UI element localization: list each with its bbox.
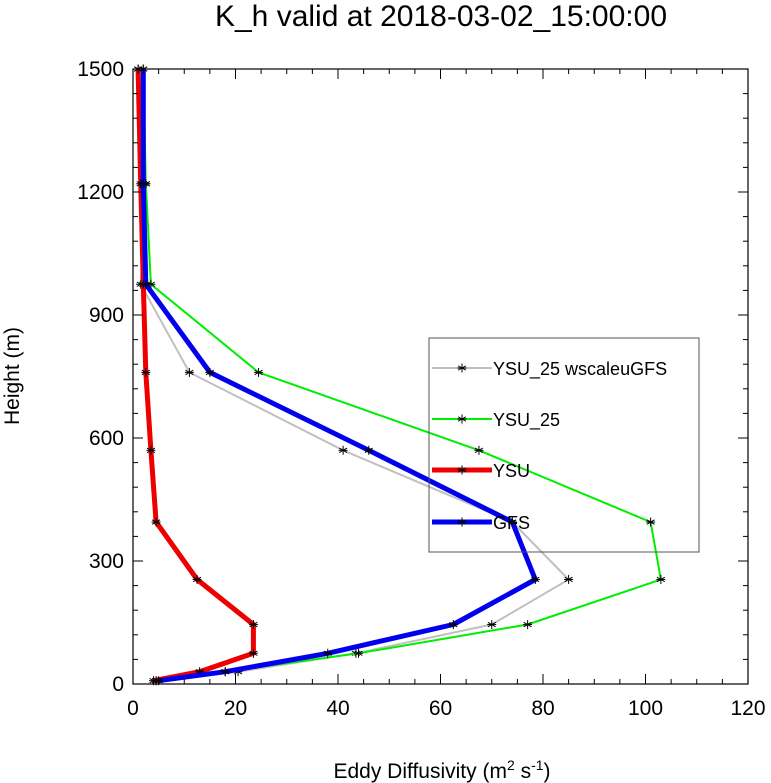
x-axis-label-sup2: -1: [531, 757, 544, 773]
series-point-ysu: [192, 574, 202, 584]
series-point-gfs: [364, 445, 374, 455]
y-tick-label: 0: [112, 673, 124, 696]
legend-label: YSU_25: [493, 410, 560, 431]
series-point-ysu-25-wscaleugfs: [184, 367, 194, 377]
series-point-ysu-25: [656, 574, 666, 584]
legend-label: YSU_25 wscaleuGFS: [493, 359, 667, 380]
x-axis-label-mid: s: [515, 760, 531, 783]
x-axis-label-main: Eddy Diffusivity (m: [333, 760, 507, 783]
axis-ticks: [132, 68, 749, 685]
series-point-ysu: [248, 620, 258, 630]
series-point-gfs: [141, 279, 151, 289]
series-point-ysu-25: [523, 620, 533, 630]
series-point-ysu: [141, 367, 151, 377]
plot-lines: [133, 64, 666, 686]
x-axis-label-sup1: 2: [507, 757, 515, 773]
series-point-ysu: [248, 648, 258, 658]
y-tick-label: 900: [89, 304, 124, 327]
series-point-gfs: [507, 517, 517, 527]
series-point-ysu-25: [254, 367, 264, 377]
legend-item-ysu-25: YSU_25: [432, 410, 560, 431]
legend-label: YSU: [493, 461, 530, 481]
series-point-ysu-25-wscaleugfs: [338, 445, 348, 455]
legend-item-ysu: YSU: [432, 461, 530, 481]
x-axis-label: Eddy Diffusivity (m2 s-1): [333, 757, 550, 783]
series-point-ysu-25: [354, 648, 363, 658]
x-tick-label: 60: [429, 697, 452, 720]
x-axis-label-end: ): [544, 760, 551, 783]
legend-marker: [457, 363, 467, 373]
x-tick-label: 40: [326, 697, 349, 720]
series-point-gfs: [323, 648, 333, 658]
chart-title: K_h valid at 2018-03-02_15:00:00: [215, 0, 667, 33]
legend-item-gfs: GFS: [432, 513, 530, 533]
x-tick-label: 100: [628, 697, 663, 720]
legend-box: [428, 337, 700, 553]
y-tick-label: 600: [89, 427, 124, 450]
series-point-gfs: [448, 620, 458, 630]
series-point-gfs: [530, 574, 540, 584]
series-point-ysu-25-wscaleugfs: [487, 620, 497, 630]
series-point-gfs: [205, 367, 215, 377]
series-point-ysu-25: [646, 517, 656, 527]
legend-marker: [457, 414, 467, 424]
y-tick-label: 300: [89, 550, 124, 573]
y-tick-label: 1200: [77, 181, 124, 204]
legend-marker: [457, 465, 467, 475]
legend-marker: [457, 517, 467, 527]
series-point-gfs: [138, 179, 148, 189]
x-tick-label: 20: [224, 697, 247, 720]
series-point-ysu: [151, 517, 161, 527]
legend-label: GFS: [493, 513, 530, 533]
series-point-ysu: [146, 445, 156, 455]
y-tick-label: 1500: [77, 58, 124, 81]
series-point-ysu-25-wscaleugfs: [564, 574, 574, 584]
x-tick-label: 80: [531, 697, 554, 720]
series-point-gfs: [220, 667, 230, 677]
legend-items: YSU_25 wscaleuGFS YSU_25 YSU GFS: [432, 359, 667, 533]
legend: YSU_25 wscaleuGFS YSU_25 YSU GFS: [428, 337, 700, 553]
legend-item-ysu-25-wscaleugfs: YSU_25 wscaleuGFS: [432, 359, 667, 380]
x-tick-label: 0: [127, 697, 139, 720]
series-point-ysu-25: [474, 445, 484, 455]
x-tick-label: 120: [730, 697, 765, 720]
y-axis-label: Height (m): [1, 327, 24, 425]
series-line-gfs: [140, 69, 538, 684]
